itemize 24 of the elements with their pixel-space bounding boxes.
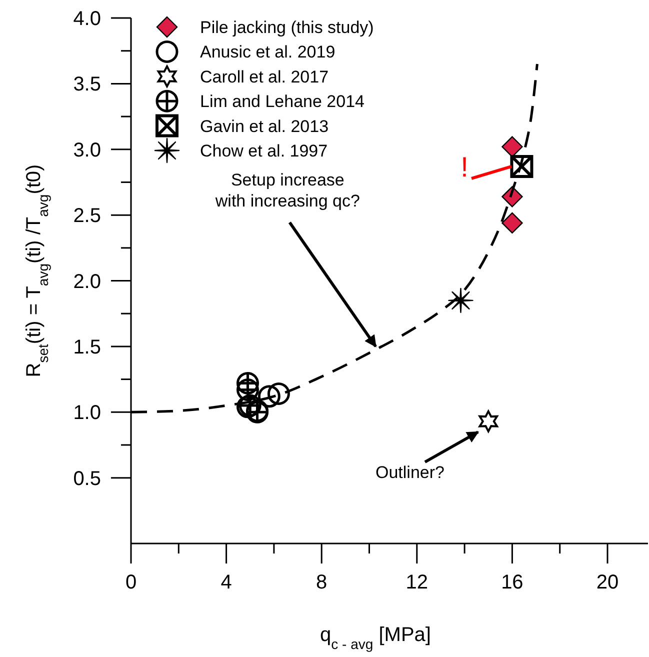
y-tick-label: 1.5 [73,336,101,358]
x-tick-label: 8 [316,572,328,594]
x-tick-label: 4 [220,572,232,594]
legend-label: Gavin et al. 2013 [200,116,329,136]
x-tick-label: 12 [406,572,428,594]
y-tick-label: 3.0 [73,139,101,162]
y-tick-label: 2.5 [73,205,101,228]
annotation: ! [460,151,468,182]
legend-label: Pile jacking (this study) [200,18,374,37]
legend-label: Anusic et al. 2019 [200,42,336,62]
legend-label: Caroll et al. 2017 [200,67,329,86]
legend-label: Lim and Lehane 2014 [200,92,364,112]
x-axis-title: q$_{c - avg}$ [MPa] [320,624,431,652]
y-tick-label: 0.5 [73,468,101,490]
x-tick-label: 20 [596,572,619,594]
annotation: Setup increase with increasing qc? [214,170,360,210]
y-tick-label: 4.0 [73,8,101,30]
x-tick-label: 16 [501,572,524,594]
x-tick-label: 0 [125,572,137,594]
annotation: Outliner? [376,463,444,482]
y-tick-label: 3.5 [73,74,101,96]
y-tick-label: 2.0 [73,270,101,293]
legend-label: Chow et al. 1997 [200,142,328,160]
y-tick-label: 1.0 [73,402,101,424]
